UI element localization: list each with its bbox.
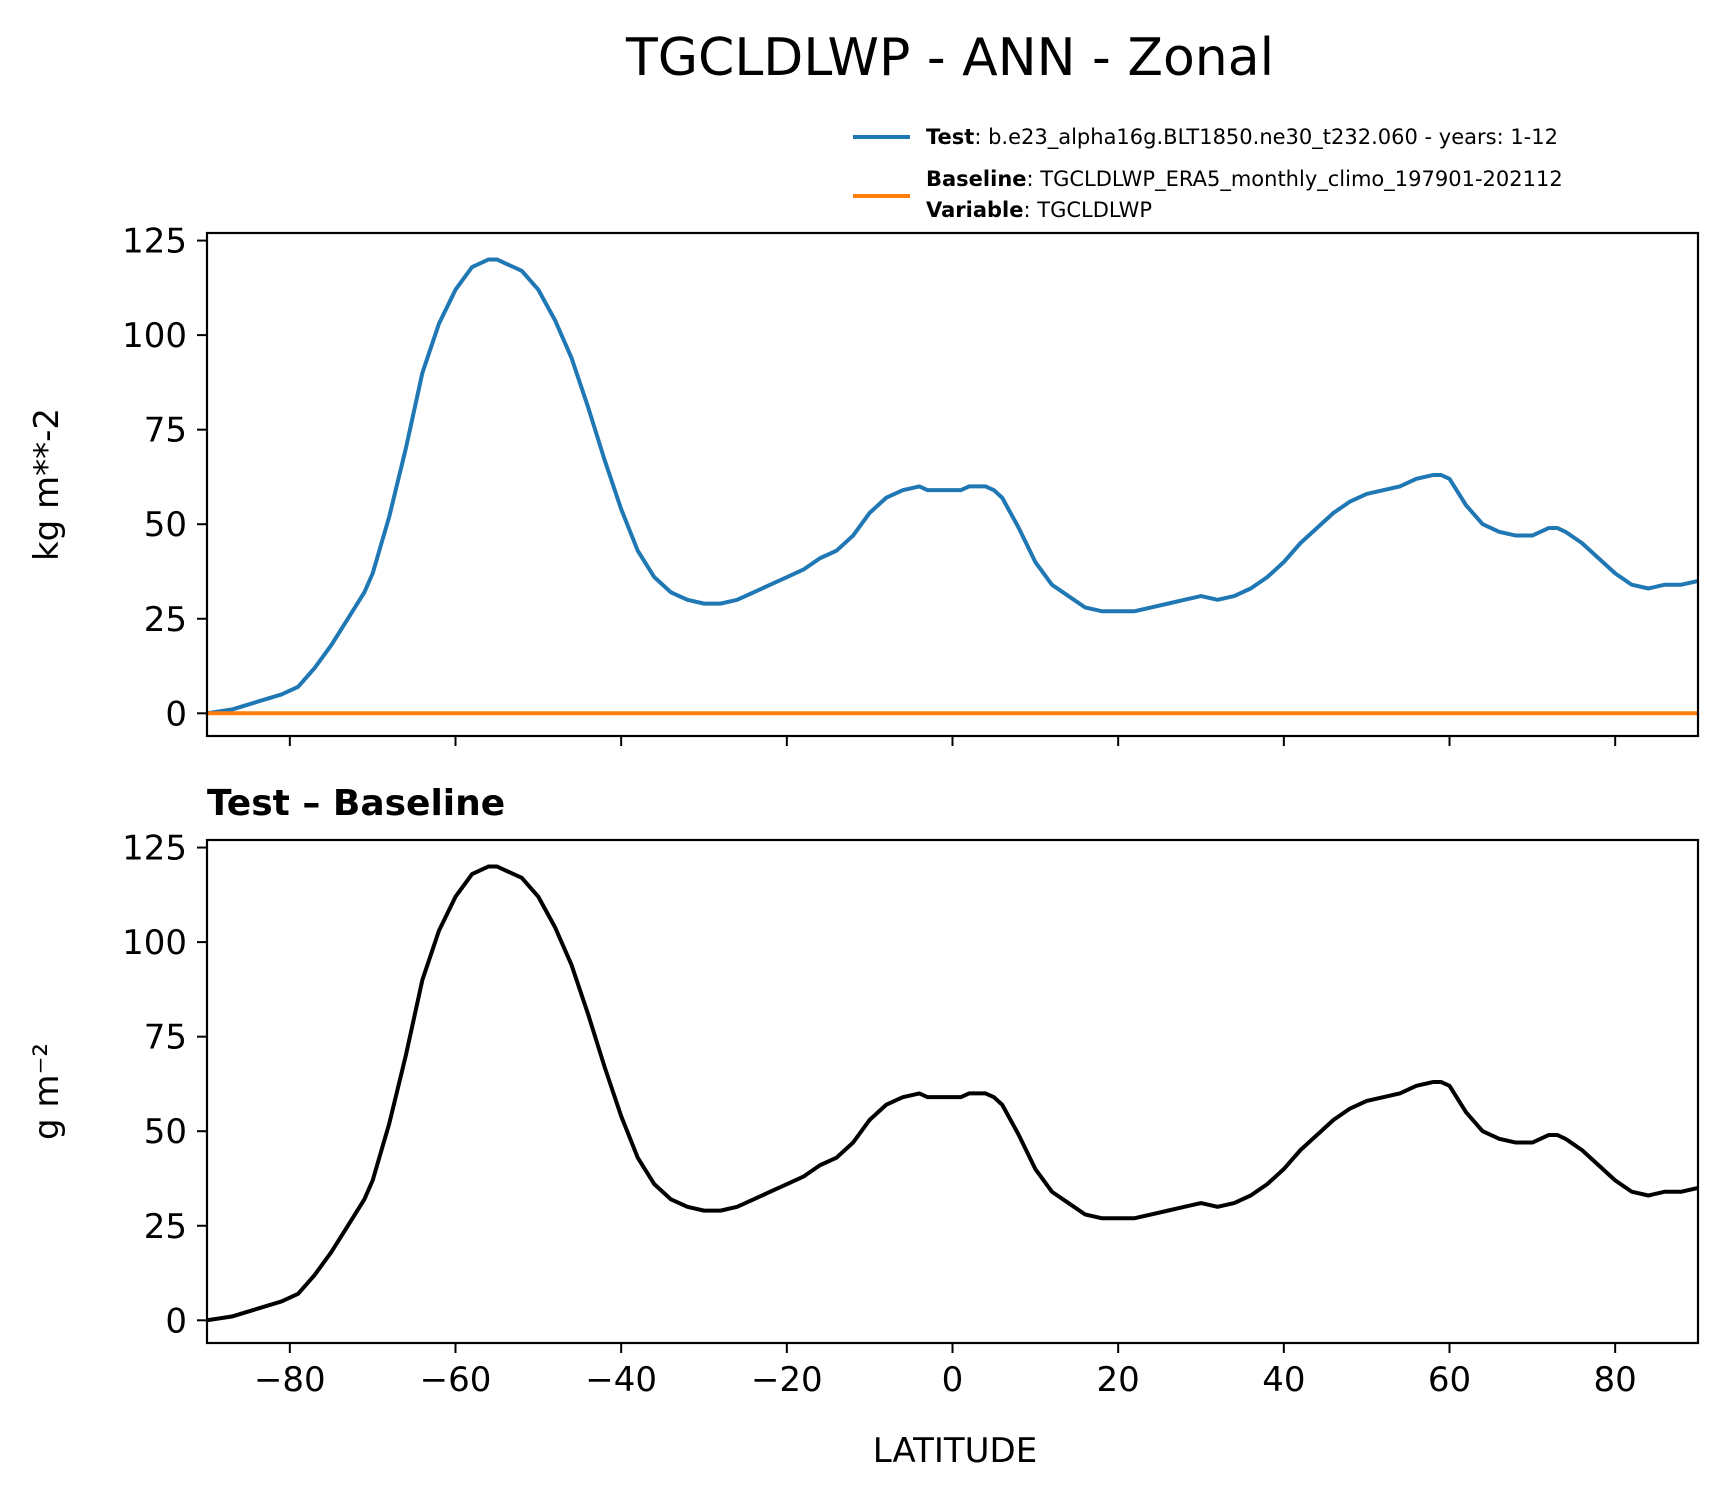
- bot-x-tick-label-5: 20: [1097, 1360, 1140, 1400]
- bottom-x-axis: −80 −60 −40 −20 0 20 40 60 80: [254, 1343, 1637, 1400]
- bottom-y-axis-label: g m⁻²: [27, 1043, 67, 1140]
- bottom-series-group: [207, 864, 1698, 1323]
- legend-text-variable: : TGCLDLWP: [1023, 198, 1152, 222]
- bot-x-tick-label-1: −60: [420, 1360, 492, 1400]
- bot-x-tick-label-0: −80: [254, 1360, 326, 1400]
- top-y-tick-label-2: 50: [144, 505, 187, 545]
- bot-x-tick-label-4: 0: [942, 1360, 964, 1400]
- bot-x-tick-label-8: 80: [1594, 1360, 1637, 1400]
- bot-x-tick-label-6: 40: [1262, 1360, 1305, 1400]
- bot-y-tick-label-0: 0: [165, 1301, 187, 1341]
- bot-y-tick-label-2: 50: [144, 1112, 187, 1152]
- top-y-tick-label-5: 125: [122, 222, 187, 262]
- bot-x-tick-label-7: 60: [1428, 1360, 1471, 1400]
- bot-x-tick-label-2: −40: [585, 1360, 657, 1400]
- top-y-axis-label: kg m**-2: [27, 408, 67, 561]
- legend-key-variable: Variable: [926, 198, 1023, 222]
- bot-y-tick-label-3: 75: [144, 1018, 187, 1058]
- top-y-tick-label-3: 75: [144, 411, 187, 451]
- legend-text-baseline: : TGCLDLWP_ERA5_monthly_climo_197901-202…: [1027, 167, 1563, 192]
- legend: Test: b.e23_alpha16g.BLT1850.ne30_t232.0…: [853, 125, 1563, 222]
- top-y-tick-label-0: 0: [165, 694, 187, 734]
- bottom-panel-title: Test – Baseline: [207, 783, 505, 824]
- legend-key-baseline: Baseline: [926, 167, 1027, 191]
- bottom-plot-frame: [205, 838, 1700, 1345]
- legend-key-test: Test: [926, 125, 974, 149]
- bot-y-tick-label-5: 125: [122, 829, 187, 869]
- top-y-tick-label-1: 25: [144, 600, 187, 640]
- x-axis-label: LATITUDE: [873, 1431, 1037, 1471]
- top-y-tick-label-4: 100: [122, 316, 187, 356]
- bot-y-tick-label-4: 100: [122, 923, 187, 963]
- legend-entry-baseline: Baseline: TGCLDLWP_ERA5_monthly_climo_19…: [926, 167, 1563, 192]
- top-x-axis: [288, 736, 1617, 746]
- bot-y-tick-label-1: 25: [144, 1207, 187, 1247]
- top-plot-frame: [205, 231, 1700, 738]
- legend-text-test: : b.e23_alpha16g.BLT1850.ne30_t232.060 -…: [974, 125, 1558, 150]
- bot-series-line-0: [207, 864, 1698, 1323]
- top-series-group: [207, 257, 1698, 716]
- legend-entry-test: Test: b.e23_alpha16g.BLT1850.ne30_t232.0…: [926, 125, 1558, 150]
- legend-entry-variable: Variable: TGCLDLWP: [926, 198, 1152, 222]
- top-y-axis: 0 25 50 75 100 125: [122, 222, 207, 734]
- bot-x-tick-label-3: −20: [751, 1360, 823, 1400]
- figure-title: TGCLDLWP - ANN - Zonal: [625, 28, 1274, 88]
- top-series-line-test: [207, 257, 1698, 716]
- top-panel: 0 25 50 75 100 125 kg m**-2: [27, 222, 1700, 746]
- bottom-y-axis: 0 25 50 75 100 125: [122, 829, 207, 1341]
